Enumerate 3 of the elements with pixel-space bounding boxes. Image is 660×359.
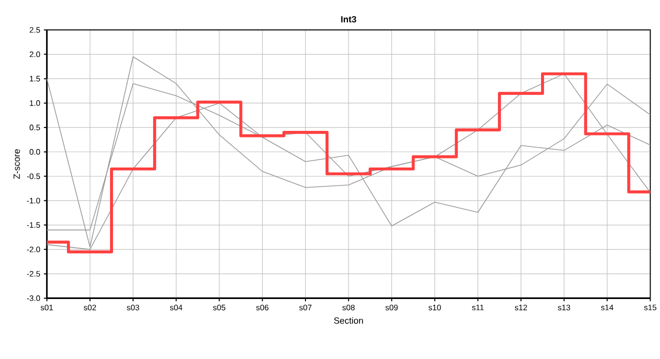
y-axis-title: Z-score bbox=[14, 149, 20, 179]
chart-title: Int3 bbox=[341, 16, 356, 22]
x-axis-title: Section bbox=[334, 317, 363, 324]
